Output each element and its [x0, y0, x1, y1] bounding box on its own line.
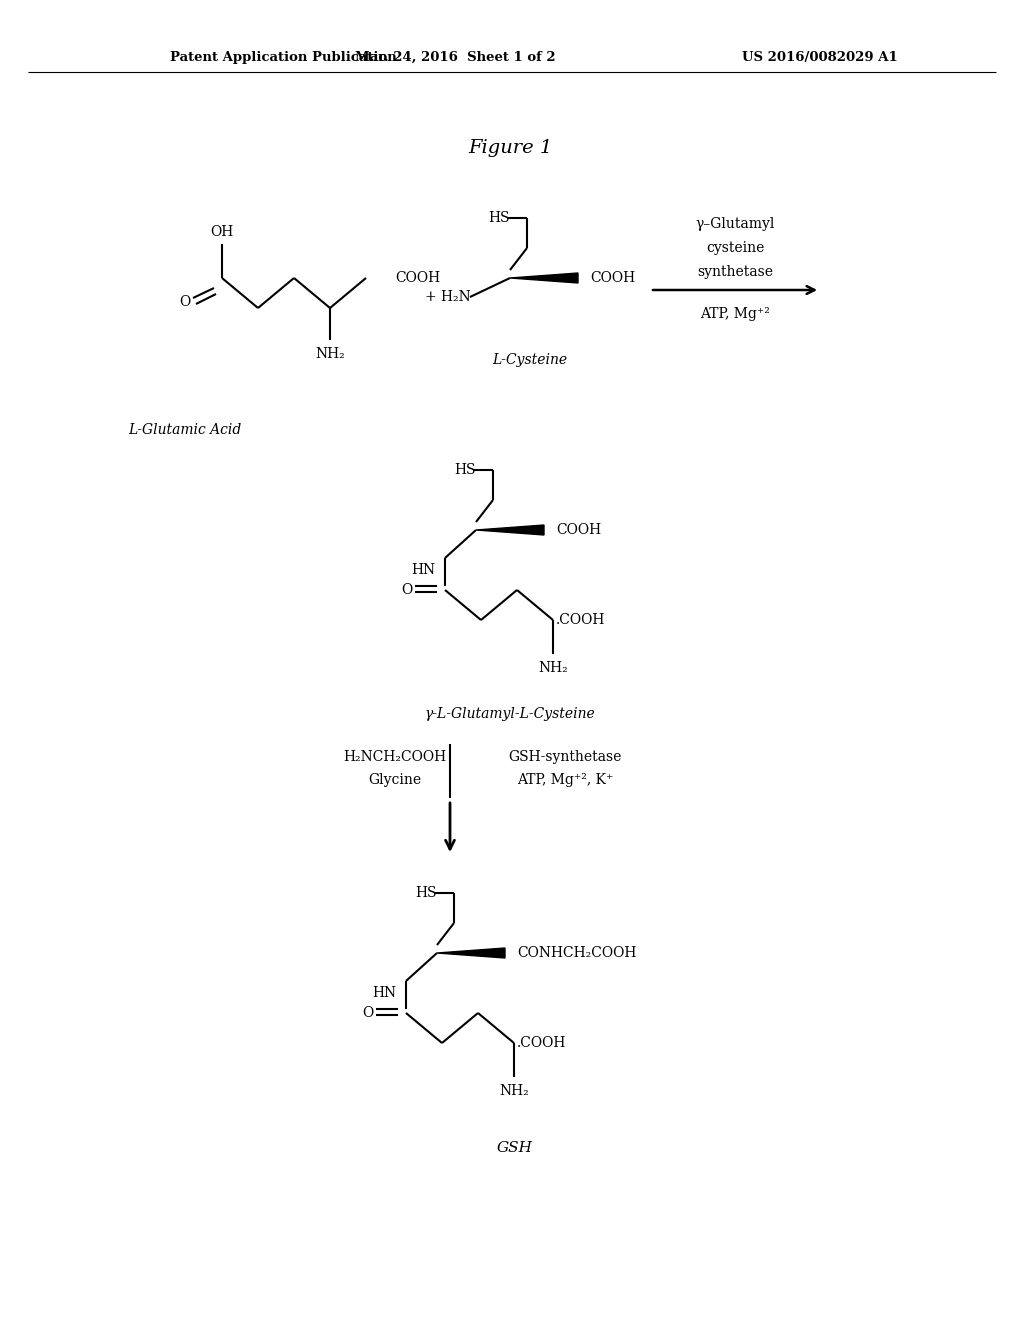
Text: NH₂: NH₂ — [315, 347, 345, 360]
Text: .COOH: .COOH — [556, 612, 605, 627]
Text: Glycine: Glycine — [369, 774, 422, 787]
Text: HS: HS — [415, 886, 436, 900]
Text: COOH: COOH — [590, 271, 635, 285]
Text: COOH: COOH — [395, 271, 440, 285]
Text: US 2016/0082029 A1: US 2016/0082029 A1 — [742, 50, 898, 63]
Text: NH₂: NH₂ — [499, 1084, 528, 1098]
Text: γ–Glutamyl: γ–Glutamyl — [695, 216, 775, 231]
Text: HN: HN — [411, 564, 435, 577]
Text: Mar. 24, 2016  Sheet 1 of 2: Mar. 24, 2016 Sheet 1 of 2 — [354, 50, 555, 63]
Text: + H₂N: + H₂N — [425, 290, 471, 304]
Text: HS: HS — [454, 463, 475, 477]
Text: ATP, Mg⁺², K⁺: ATP, Mg⁺², K⁺ — [517, 774, 613, 787]
Text: O: O — [401, 583, 413, 597]
Text: ATP, Mg⁺²: ATP, Mg⁺² — [700, 308, 770, 321]
Text: cysteine: cysteine — [706, 242, 764, 255]
Text: COOH: COOH — [556, 523, 601, 537]
Text: NH₂: NH₂ — [539, 661, 568, 675]
Text: GSH-synthetase: GSH-synthetase — [508, 750, 622, 764]
Text: Patent Application Publication: Patent Application Publication — [170, 50, 396, 63]
Text: synthetase: synthetase — [697, 265, 773, 279]
Text: HS: HS — [488, 211, 510, 224]
Text: γ-L-Glutamyl-L-Cysteine: γ-L-Glutamyl-L-Cysteine — [425, 708, 595, 721]
Text: HN: HN — [372, 986, 396, 1001]
Text: O: O — [179, 294, 190, 309]
Text: CONHCH₂COOH: CONHCH₂COOH — [517, 946, 636, 960]
Polygon shape — [510, 273, 578, 282]
Text: O: O — [362, 1006, 374, 1020]
Text: H₂NCH₂COOH: H₂NCH₂COOH — [343, 750, 446, 764]
Polygon shape — [437, 948, 505, 958]
Text: L-Cysteine: L-Cysteine — [493, 352, 567, 367]
Text: .COOH: .COOH — [517, 1036, 566, 1049]
Text: Figure 1: Figure 1 — [468, 139, 552, 157]
Text: L-Glutamic Acid: L-Glutamic Acid — [128, 422, 242, 437]
Text: OH: OH — [210, 224, 233, 239]
Polygon shape — [476, 525, 544, 535]
Text: GSH: GSH — [497, 1140, 532, 1155]
